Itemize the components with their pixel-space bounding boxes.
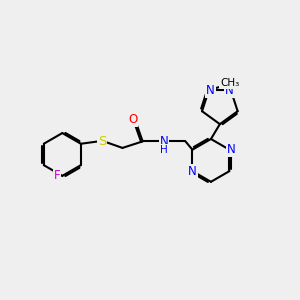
Text: S: S [98,135,106,148]
Text: N: N [226,143,235,156]
Text: O: O [128,113,137,127]
Text: N: N [160,135,168,148]
Text: N: N [206,84,215,97]
Text: N: N [225,84,234,97]
Text: N: N [188,165,197,178]
Text: F: F [54,169,60,182]
Text: CH₃: CH₃ [220,78,239,88]
Text: H: H [160,145,168,155]
